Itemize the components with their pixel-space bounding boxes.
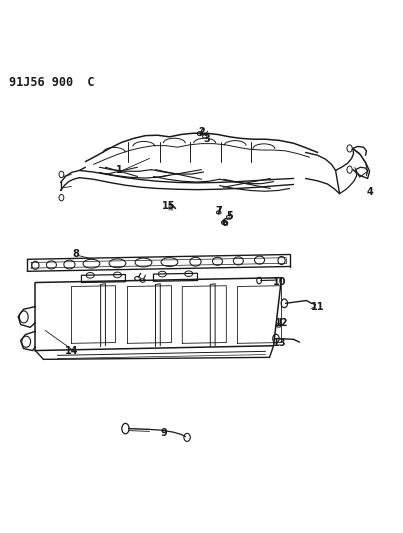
Text: 8: 8 xyxy=(72,249,79,260)
Text: 3: 3 xyxy=(203,134,210,144)
Text: 12: 12 xyxy=(275,318,288,328)
Text: 13: 13 xyxy=(273,338,286,349)
Text: 9: 9 xyxy=(160,429,167,439)
Text: 6: 6 xyxy=(221,219,228,228)
Text: 14: 14 xyxy=(64,345,78,356)
Text: 10: 10 xyxy=(273,277,286,287)
Text: 7: 7 xyxy=(215,206,222,216)
Text: 15: 15 xyxy=(162,201,175,212)
Text: 5: 5 xyxy=(226,211,233,221)
Text: 2: 2 xyxy=(198,127,205,138)
Text: 1: 1 xyxy=(116,165,123,175)
Text: 4: 4 xyxy=(366,188,373,197)
Text: 11: 11 xyxy=(311,302,324,311)
Text: 91J56 900  C: 91J56 900 C xyxy=(9,76,95,90)
